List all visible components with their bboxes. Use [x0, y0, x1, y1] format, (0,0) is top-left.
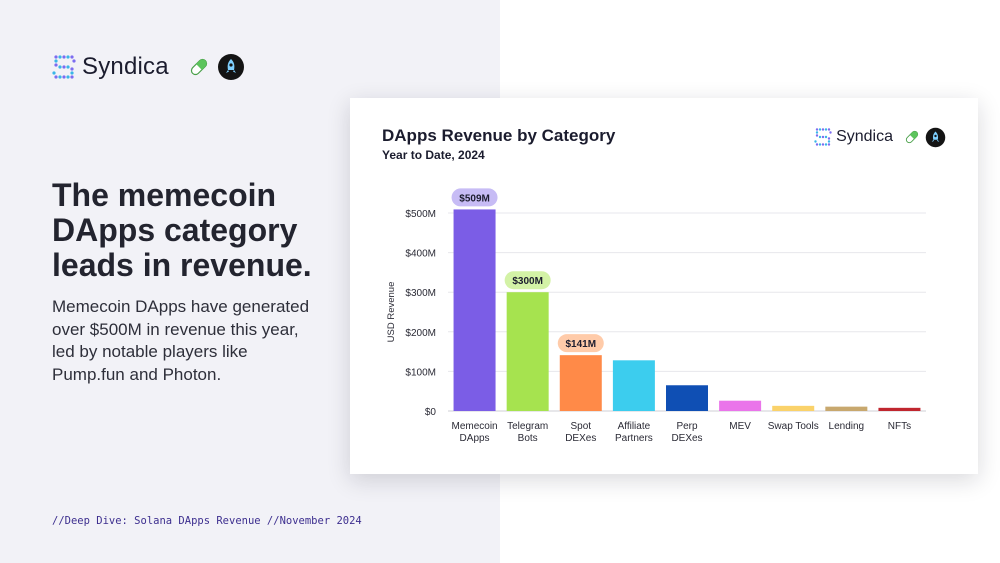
footer-caption: //Deep Dive: Solana DApps Revenue //Nove…	[52, 515, 362, 527]
bar	[666, 385, 708, 411]
headline: The memecoin DApps category leads in rev…	[52, 178, 472, 283]
x-tick-label: NFTs	[888, 421, 911, 432]
bar	[506, 292, 549, 411]
bar	[559, 355, 602, 411]
description-line: over $500M in revenue this year,	[52, 319, 299, 339]
x-tick-label: Perp	[676, 421, 698, 432]
x-tick-label: Affiliate	[618, 421, 651, 432]
bar	[719, 400, 762, 411]
description-line: Memecoin DApps have generated	[52, 297, 310, 316]
pill-icon	[905, 130, 919, 144]
description-line: led by notable players like	[52, 342, 248, 361]
rocket-icon	[217, 54, 244, 80]
x-tick-label: Telegram	[507, 421, 548, 432]
x-tick-label: Memecoin	[451, 421, 497, 432]
headline-line: The memecoin	[52, 177, 277, 213]
bar	[825, 406, 868, 411]
x-tick-label: Lending	[829, 421, 865, 432]
data-label: $300M	[512, 276, 543, 287]
y-tick-label: $400M	[405, 249, 436, 260]
x-tick-label: DEXes	[671, 433, 702, 444]
data-label-badge	[557, 334, 604, 353]
syndica-logo-icon	[52, 55, 76, 79]
data-label: $509M	[459, 193, 490, 204]
y-tick-label: $300M	[405, 288, 436, 299]
rocket-icon	[925, 127, 946, 147]
y-tick-label: $200M	[405, 328, 436, 339]
bar	[878, 407, 921, 411]
x-tick-label: Swap Tools	[768, 421, 819, 432]
bar	[772, 405, 815, 411]
description: Memecoin DApps have generated over $500M…	[52, 296, 472, 386]
y-tick-label: $500M	[405, 209, 436, 220]
bar-chart: $0 $100M $200M $300M $400M $500M USD Revenue Me…	[386, 188, 926, 444]
data-label: $141M	[565, 339, 596, 350]
brand-header: Syndica	[52, 52, 245, 82]
y-tick-label: $100M	[405, 367, 436, 378]
syndica-logo-icon	[814, 128, 832, 146]
x-tick-label: DApps	[460, 433, 490, 444]
pill-icon	[190, 58, 207, 76]
chart-brand-name: Syndica	[836, 128, 893, 145]
y-tick-label: $0	[425, 407, 437, 418]
data-label-badge	[451, 188, 498, 207]
bar	[612, 360, 655, 411]
x-tick-label: Partners	[615, 433, 653, 444]
chart-title: DApps Revenue by Category	[382, 126, 616, 145]
x-tick-label: Spot	[570, 421, 591, 432]
x-tick-label: Bots	[518, 433, 538, 444]
brand-name: Syndica	[82, 53, 169, 80]
bar	[453, 209, 496, 411]
chart-brand: Syndica	[814, 126, 946, 148]
y-axis-label: USD Revenue	[386, 282, 397, 343]
x-tick-label: MEV	[729, 421, 751, 432]
data-label-badge	[504, 271, 551, 290]
headline-line: DApps category	[52, 212, 298, 248]
description-line: Pump.fun and Photon.	[52, 364, 222, 384]
chart-card: DApps Revenue by Category Year to Date, …	[350, 98, 978, 474]
x-tick-label: DEXes	[565, 433, 596, 444]
headline-line: leads in revenue.	[52, 247, 312, 283]
chart-subtitle: Year to Date, 2024	[382, 148, 485, 162]
